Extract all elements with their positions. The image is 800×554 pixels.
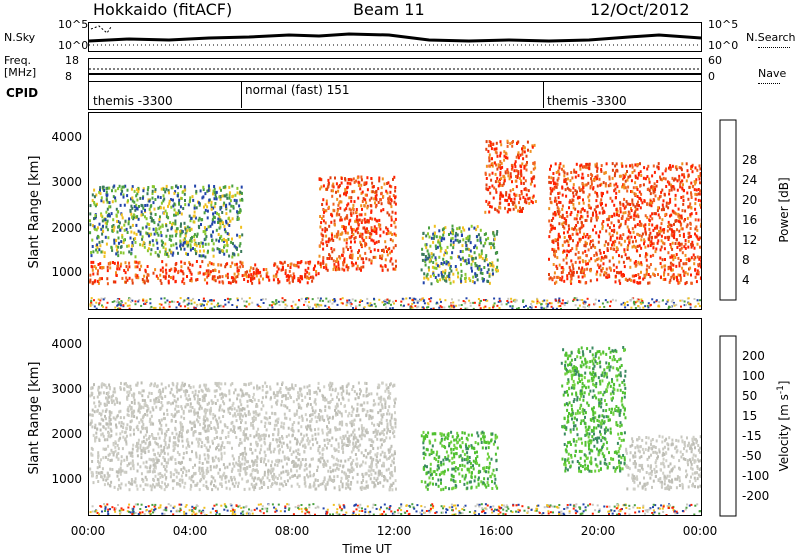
velocity-ylabel: Slant Range [km] (27, 362, 42, 475)
velocity-colorbar-tick: 100 (742, 369, 765, 383)
power-echo-region-6 (548, 162, 701, 286)
nsky-tick-bottom: 10^0 (58, 39, 89, 52)
nsky-tick-top: 10^5 (58, 18, 89, 31)
nave-tick-bottom: 0 (708, 70, 715, 83)
power-near-range-echoes (89, 297, 701, 309)
velocity-colorbar-tick: 50 (742, 389, 757, 403)
freq-panel (88, 58, 702, 82)
power-ylabel: Slant Range [km] (27, 156, 42, 269)
nsky-panel (88, 22, 702, 52)
power-echo-region-5 (484, 139, 537, 214)
velocity-echo-region-4 (625, 434, 701, 491)
x-axis-label: Time UT (341, 542, 392, 554)
x-axis: Time UT 00:00 04:00 08:00 12:00 16:00 20:00 00… (71, 524, 718, 554)
velocity-ytick-1000: 1000 (51, 472, 82, 486)
power-ytick-3000: 3000 (51, 175, 82, 189)
freq-tick-top: 18 (65, 54, 79, 67)
x-tick-label: 00:00 (683, 524, 718, 538)
power-colorbar-tick: 8 (742, 253, 750, 267)
power-colorbar-tick: 16 (742, 213, 757, 227)
nsky-right-tick-bottom: 10^0 (708, 39, 739, 52)
velocity-ytick-3000: 3000 (51, 382, 82, 396)
velocity-echo-region-3 (560, 346, 627, 474)
power-ytick-1000: 1000 (51, 265, 82, 279)
power-echo-region-3 (318, 175, 397, 272)
beam-title: Beam 11 (353, 0, 425, 19)
nsearch-legend-line (758, 47, 790, 48)
x-tick-label: 12:00 (377, 524, 412, 538)
x-tick-label: 08:00 (275, 524, 310, 538)
velocity-ytick-2000: 2000 (51, 427, 82, 441)
power-colorbar-tick: 28 (742, 153, 757, 167)
station-title: Hokkaido (fitACF) (93, 0, 233, 19)
x-tick-label: 04:00 (173, 524, 208, 538)
power-colorbar-tick: 24 (742, 173, 757, 187)
power-colorbar-tick: 20 (742, 193, 757, 207)
nsky-label: N.Sky (4, 31, 36, 44)
velocity-colorbar-tick: 15 (742, 409, 757, 423)
power-colorbar-tick: 12 (742, 233, 757, 247)
cpid-segment-3: themis -3300 (547, 94, 627, 108)
nsky-right-tick-top: 10^5 (708, 18, 739, 31)
velocity-echo-region-1 (89, 381, 397, 492)
power-ytick-2000: 2000 (51, 221, 82, 235)
velocity-yaxis: Slant Range [km] 1000 2000 3000 4000 (27, 337, 82, 486)
power-colorbar-label: Power [dB] (777, 177, 791, 242)
power-echo-region-4 (420, 224, 499, 286)
velocity-colorbar-tick: 200 (742, 349, 765, 363)
velocity-colorbar-label: Velocity [m s-1] (776, 381, 791, 472)
freq-tick-bottom: 8 (65, 70, 72, 83)
velocity-colorbar-tick: -50 (742, 449, 762, 463)
date-title: 12/Oct/2012 (590, 0, 690, 19)
freq-label-2: [MHz] (4, 66, 37, 79)
velocity-echo-region-2 (420, 430, 499, 492)
velocity-near-range-echoes (89, 503, 701, 515)
cpid-divider-1 (241, 82, 242, 108)
power-colorbar-frame (719, 119, 737, 301)
nave-tick-top: 60 (708, 54, 722, 67)
velocity-colorbar-tick: -100 (742, 469, 769, 483)
power-ytick-4000: 4000 (51, 130, 82, 144)
cpid-segment-1: themis -3300 (93, 94, 173, 108)
freq-label-1: Freq. (4, 54, 32, 67)
cpid-panel: themis -3300 normal (fast) 151 themis -3… (88, 82, 702, 110)
power-colorbar: 4 8 12 16 20 24 28 Power [dB] (719, 119, 791, 301)
velocity-heatmap (89, 346, 701, 515)
velocity-colorbar-frame (719, 335, 737, 517)
power-echo-region-2 (89, 184, 244, 259)
velocity-colorbar-tick: -15 (742, 429, 762, 443)
x-tick-label: 16:00 (479, 524, 514, 538)
x-tick-label: 00:00 (71, 524, 106, 538)
power-colorbar-tick: 4 (742, 273, 750, 287)
cpid-divider-2 (543, 82, 544, 108)
velocity-ytick-4000: 4000 (51, 337, 82, 351)
velocity-colorbar-tick: -200 (742, 489, 769, 503)
cpid-segment-2: normal (fast) 151 (245, 83, 350, 97)
power-heatmap (89, 139, 701, 309)
nsky-trace (89, 25, 701, 46)
nave-legend-line (758, 83, 780, 84)
freq-trace (89, 68, 701, 75)
x-tick-label: 20:00 (581, 524, 616, 538)
power-yaxis: Slant Range [km] 1000 2000 3000 4000 (27, 130, 82, 279)
velocity-colorbar: 200 100 50 15 -15 -50 -100 -200 Velocity [m s-1] (719, 335, 791, 517)
cpid-label: CPID (6, 86, 39, 100)
power-echo-region-1 (89, 260, 320, 286)
nave-label: Nave (758, 67, 787, 80)
velocity-plot (88, 318, 702, 516)
power-plot (88, 112, 702, 310)
nsearch-label: N.Search (746, 31, 796, 44)
